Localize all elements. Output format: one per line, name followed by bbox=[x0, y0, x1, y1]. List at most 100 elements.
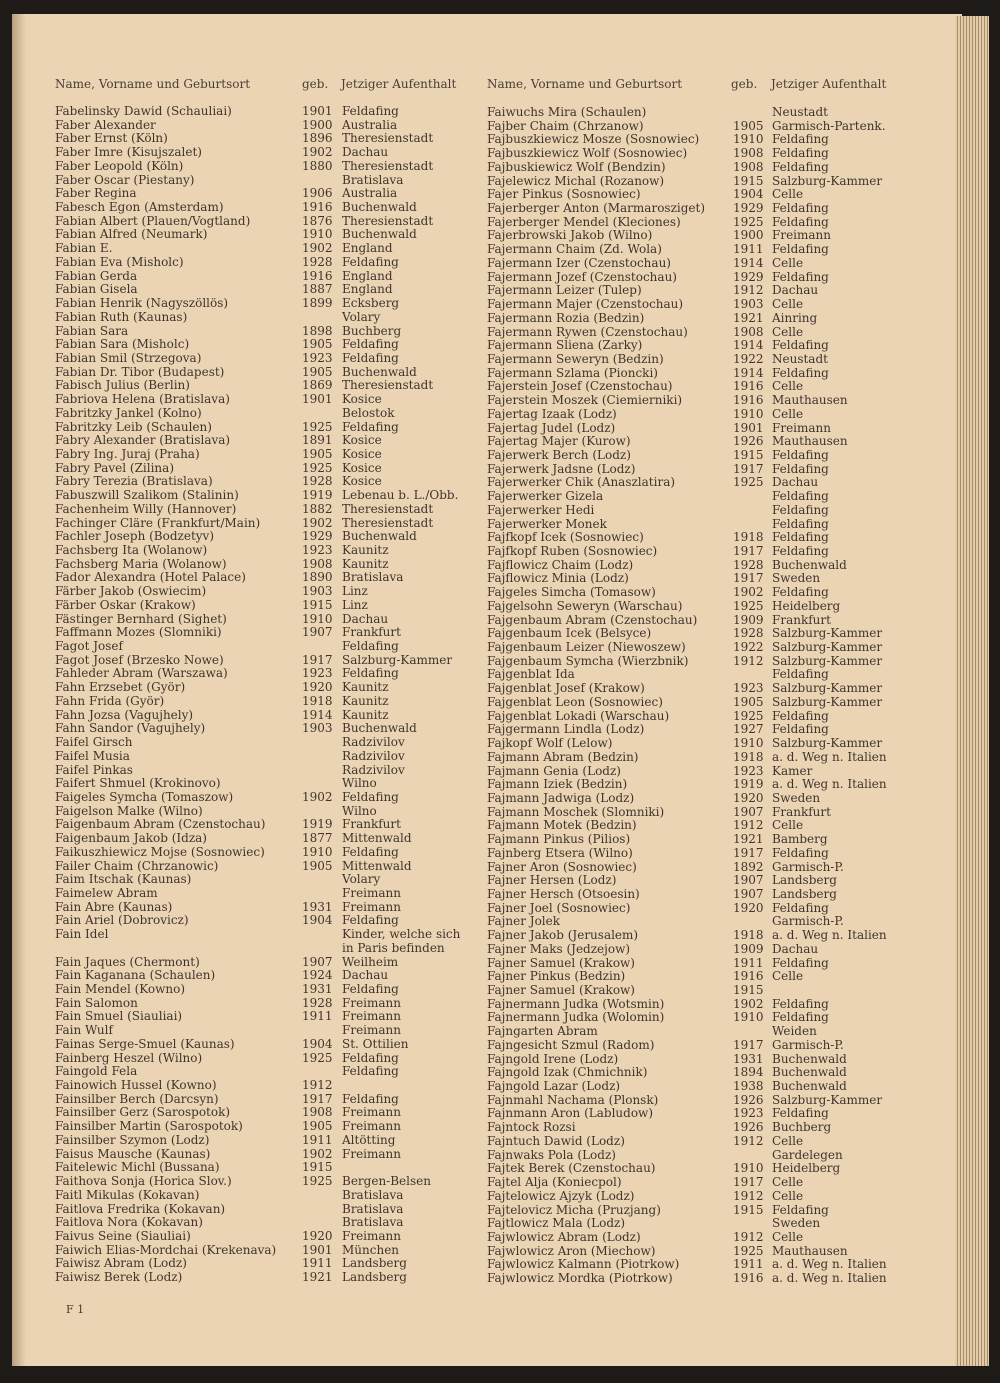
entry-name: Fabesch Egon (Amsterdam) bbox=[55, 200, 224, 215]
entry-name: Fajgenblat Ida bbox=[487, 667, 575, 682]
entry-name: Fabian Henrik (Nagyszöllös) bbox=[55, 296, 229, 311]
entry-name: Faifert Shmuel (Krokinovo) bbox=[55, 776, 221, 791]
entry-name: Fajtlowicz Mala (Lodz) bbox=[487, 1216, 626, 1231]
entry-name: Fabian Smil (Strzegova) bbox=[55, 350, 202, 365]
entry-name: Fajngold Irene (Lodz) bbox=[487, 1051, 619, 1066]
page-signature: F 1 bbox=[66, 1303, 85, 1316]
entry-year: 1929 bbox=[733, 201, 764, 216]
entry-place: Neustadt bbox=[772, 351, 828, 366]
entry-name: Fajngarten Abram bbox=[487, 1024, 598, 1039]
entry-name: Fabian Sara (Misholc) bbox=[55, 337, 190, 352]
entry-place: Weiden bbox=[772, 1024, 817, 1039]
entry-place: Theresienstadt bbox=[342, 515, 434, 530]
entry-place: Celle bbox=[772, 1133, 804, 1148]
entry-year: 1903 bbox=[302, 584, 333, 599]
entry-place: Feldafing bbox=[772, 214, 829, 229]
entry-year: 1915 bbox=[302, 597, 333, 612]
entry-year: 1910 bbox=[302, 611, 333, 626]
entry-name: Faisus Mausche (Kaunas) bbox=[55, 1146, 211, 1161]
entry-place: England bbox=[342, 282, 393, 297]
header-born-right: geb. bbox=[731, 77, 758, 91]
entry-year: 1923 bbox=[733, 1106, 764, 1121]
entry-year: 1899 bbox=[302, 296, 333, 311]
entry-place: Salzburg-Kammer bbox=[772, 173, 883, 188]
entry-year: 1928 bbox=[302, 474, 333, 489]
entry-year: 1902 bbox=[302, 789, 333, 804]
entry-name: Fajmann Iziek (Bedzin) bbox=[487, 777, 628, 792]
entry-place: Buchenwald bbox=[342, 721, 417, 736]
entry-name: Fajmann Motek (Bedzin) bbox=[487, 818, 637, 833]
entry-year: 1894 bbox=[733, 1065, 764, 1080]
entry-place: Radzivilov bbox=[342, 762, 405, 777]
entry-place: Feldafing bbox=[342, 913, 399, 928]
entry-year: 1903 bbox=[302, 721, 333, 736]
entry-name: Fajnermann Judka (Wotsmin) bbox=[487, 996, 665, 1011]
entry-place: Radzivilov bbox=[342, 748, 405, 763]
entry-place: Frankfurt bbox=[772, 804, 831, 819]
entry-year: 1882 bbox=[302, 501, 333, 516]
entry-year: 1911 bbox=[733, 242, 764, 257]
entry-name: Fajermann Chaim (Zd. Wola) bbox=[487, 242, 662, 257]
entry-place: Lebenau b. L./Obb. bbox=[342, 488, 459, 503]
entry-place: Salzburg-Kammer bbox=[772, 1092, 883, 1107]
entry-name: Färber Jakob (Oswiecim) bbox=[55, 584, 207, 599]
entry-place: Landsberg bbox=[342, 1256, 407, 1271]
entry-name: Fajerbrowski Jakob (Wilno) bbox=[487, 228, 653, 243]
entry-name: Fajntuch Dawid (Lodz) bbox=[487, 1133, 625, 1148]
entry-year: 1918 bbox=[733, 530, 764, 545]
entry-year: 1920 bbox=[733, 790, 764, 805]
entry-name: Faim Itschak (Kaunas) bbox=[55, 872, 192, 887]
entry-name: Fajerwerker Chik (Anaszlatira) bbox=[487, 475, 676, 490]
entry-place: Belostok bbox=[342, 405, 395, 420]
entry-year: 1931 bbox=[733, 1051, 764, 1066]
entry-place: a. d. Weg n. Italien bbox=[772, 1257, 887, 1272]
entry-place: Radzivilov bbox=[342, 735, 405, 750]
entry-year: 1902 bbox=[733, 996, 764, 1011]
entry-name: Fajgenbaum Icek (Belsyce) bbox=[487, 626, 652, 641]
entry-year: 1916 bbox=[733, 393, 764, 408]
entry-year: 1917 bbox=[733, 544, 764, 558]
entry-place: Bamberg bbox=[772, 832, 828, 847]
entry-place: Mauthausen bbox=[772, 1243, 848, 1258]
entry-place: Celle bbox=[772, 818, 804, 833]
entry-year: 1898 bbox=[302, 323, 333, 338]
entry-name: Fajfkopf Ruben (Sosnowiec) bbox=[487, 544, 658, 558]
entry-place: Celle bbox=[772, 1175, 804, 1190]
entry-place: Mittenwald bbox=[342, 858, 412, 873]
entry-name: Fain Wulf bbox=[55, 1023, 113, 1038]
entry-place: Celle bbox=[772, 255, 804, 270]
entry-name: Färber Oskar (Krakow) bbox=[55, 597, 196, 612]
entry-year: 1917 bbox=[733, 1037, 764, 1052]
entry-year: 1904 bbox=[302, 913, 333, 928]
entry-year: 1880 bbox=[302, 158, 333, 173]
entry-name: Faber Regina bbox=[55, 186, 137, 201]
entry-name: Faitlova Fredrika (Kokavan) bbox=[55, 1201, 226, 1216]
entry-name: Fajgenblat Leon (Sosnowiec) bbox=[487, 694, 663, 709]
entry-year: 1910 bbox=[302, 227, 333, 242]
entry-year: 1925 bbox=[302, 419, 333, 434]
entry-year: 1902 bbox=[733, 585, 764, 600]
entry-name: Fajnermann Judka (Wolomin) bbox=[487, 1010, 665, 1025]
entry-year: 1916 bbox=[733, 1271, 764, 1286]
entry-place: Buchenwald bbox=[342, 227, 417, 242]
entry-year: 1904 bbox=[302, 1036, 333, 1051]
entry-name: Fajermann Rywen (Czenstochau) bbox=[487, 324, 688, 339]
entry-place: Landsberg bbox=[772, 886, 837, 901]
entry-place: Kaunitz bbox=[342, 556, 389, 571]
entry-place: Freimann bbox=[342, 1146, 401, 1161]
entry-name: Faigelson Malke (Wilno) bbox=[55, 803, 203, 818]
entry-name: Fajertag Judel (Lodz) bbox=[487, 420, 616, 435]
entry-name: Fain Salomon bbox=[55, 995, 138, 1010]
entry-year: 1925 bbox=[733, 708, 764, 723]
entry-place: Feldafing bbox=[772, 585, 829, 600]
entry-place: Feldafing bbox=[772, 708, 829, 723]
entry-year: 1908 bbox=[733, 146, 764, 161]
entry-name: Fain Abre (Kaunas) bbox=[55, 899, 173, 914]
entry-place: Garmisch-P. bbox=[772, 859, 844, 874]
entry-place: Feldafing bbox=[772, 516, 829, 531]
entry-place: Wilno bbox=[342, 803, 377, 818]
entry-year: 1917 bbox=[302, 652, 333, 667]
entry-name: Fajermann Seweryn (Bedzin) bbox=[487, 351, 664, 366]
entry-name: Fajwlowicz Abram (Lodz) bbox=[487, 1229, 641, 1244]
entry-year: 1910 bbox=[733, 406, 764, 421]
